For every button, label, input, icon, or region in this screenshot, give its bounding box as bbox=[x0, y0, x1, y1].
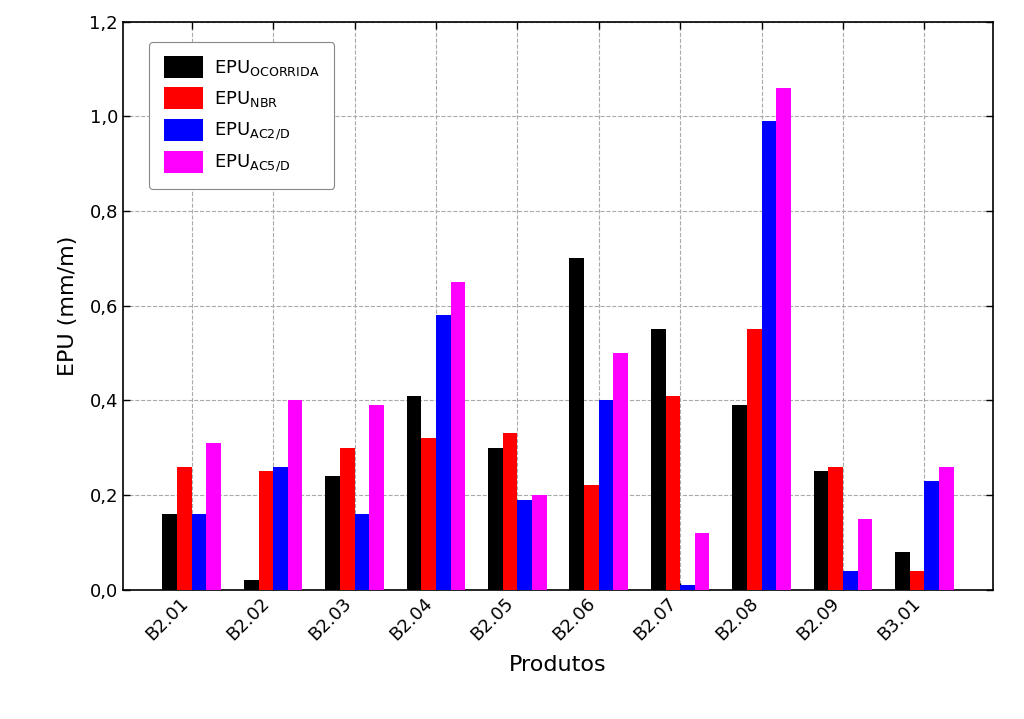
Bar bbox=[776, 88, 791, 590]
Bar bbox=[584, 485, 599, 590]
X-axis label: Produtos: Produtos bbox=[509, 655, 607, 675]
Bar bbox=[258, 471, 273, 590]
Bar bbox=[762, 121, 776, 590]
Bar bbox=[191, 514, 207, 590]
Bar bbox=[732, 405, 746, 590]
Bar bbox=[695, 533, 710, 590]
Bar bbox=[858, 518, 872, 590]
Bar bbox=[370, 405, 384, 590]
Bar bbox=[273, 467, 288, 590]
Bar bbox=[421, 438, 436, 590]
Bar bbox=[599, 400, 613, 590]
Y-axis label: EPU (mm/m): EPU (mm/m) bbox=[58, 235, 78, 376]
Bar bbox=[177, 467, 191, 590]
Bar bbox=[613, 353, 628, 590]
Bar bbox=[488, 447, 503, 590]
Bar bbox=[244, 580, 258, 590]
Bar bbox=[666, 395, 680, 590]
Bar bbox=[828, 467, 843, 590]
Bar bbox=[569, 258, 584, 590]
Bar bbox=[163, 514, 177, 590]
Bar bbox=[843, 571, 858, 590]
Bar bbox=[814, 471, 828, 590]
Bar bbox=[354, 514, 370, 590]
Bar bbox=[680, 585, 695, 590]
Bar bbox=[436, 315, 451, 590]
Bar bbox=[340, 447, 354, 590]
Bar bbox=[925, 481, 939, 590]
Bar bbox=[895, 551, 909, 590]
Legend: EPU$_{\mathrm{OCORRIDA}}$, EPU$_{\mathrm{NBR}}$, EPU$_{\mathrm{AC2/D}}$, EPU$_{\: EPU$_{\mathrm{OCORRIDA}}$, EPU$_{\mathrm… bbox=[150, 42, 335, 189]
Bar bbox=[746, 329, 762, 590]
Bar bbox=[532, 495, 547, 590]
Bar bbox=[451, 282, 465, 590]
Bar bbox=[407, 395, 421, 590]
Bar bbox=[651, 329, 666, 590]
Bar bbox=[939, 467, 953, 590]
Bar bbox=[207, 443, 221, 590]
Bar bbox=[517, 500, 532, 590]
Bar bbox=[909, 571, 925, 590]
Bar bbox=[503, 434, 517, 590]
Bar bbox=[326, 476, 340, 590]
Bar bbox=[288, 400, 302, 590]
